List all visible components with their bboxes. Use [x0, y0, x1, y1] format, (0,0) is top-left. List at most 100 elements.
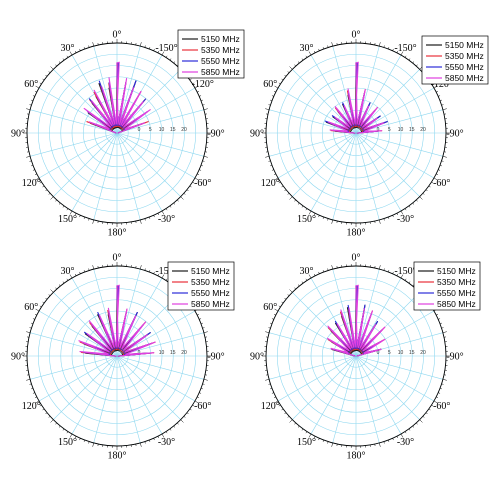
series-trace-5850-mhz: [326, 284, 386, 357]
radial-tick-label: 0: [138, 127, 141, 133]
legend-entry: 5550 MHz: [201, 56, 240, 66]
angle-tick: [322, 270, 324, 273]
angle-tick: [58, 61, 61, 64]
angle-label: 180°: [108, 451, 127, 462]
angle-tick: [55, 287, 57, 290]
grid-spoke: [29, 109, 118, 134]
angle-tick: [396, 273, 398, 276]
angle-tick: [75, 213, 77, 216]
legend-box: [413, 261, 481, 311]
angle-tick: [62, 58, 65, 61]
angle-tick: [32, 318, 35, 320]
angle-tick: [278, 82, 281, 85]
grid-spoke: [355, 132, 402, 212]
angle-tick: [66, 278, 69, 281]
angle-tick: [271, 169, 274, 171]
grid-spoke: [38, 132, 118, 179]
angle-tick: [442, 108, 447, 110]
grid-spoke: [93, 355, 118, 444]
legend-entry: 5850 MHz: [437, 299, 476, 309]
angle-tick: [388, 216, 390, 219]
legend-box: [177, 29, 245, 79]
legend-entry: 5850 MHz: [201, 67, 240, 77]
angle-tick: [26, 379, 31, 381]
angle-tick: [281, 408, 284, 411]
angle-tick: [442, 379, 447, 381]
angle-tick: [305, 278, 308, 281]
angle-tick: [69, 274, 73, 279]
angle-tick: [83, 47, 85, 50]
angle-tick: [281, 78, 284, 81]
angle-tick: [383, 218, 385, 221]
angle-tick: [189, 408, 192, 411]
angle-tick: [42, 408, 45, 411]
angle-tick: [42, 78, 45, 81]
angle-tick: [392, 271, 394, 274]
angle-label: -90°: [207, 129, 224, 140]
angle-tick: [35, 400, 40, 404]
angle-tick: [197, 91, 200, 93]
grid-spoke: [310, 355, 357, 435]
angle-tick: [45, 412, 48, 415]
angle-label: 30°: [61, 43, 75, 54]
angle-tick: [199, 318, 202, 320]
angle-tick: [297, 425, 300, 428]
radial-tick-label: 15: [170, 350, 176, 356]
grid-spoke: [292, 132, 357, 197]
angle-label: 90°: [11, 129, 25, 140]
angle-tick: [439, 322, 442, 324]
angle-tick: [92, 442, 94, 447]
angle-tick: [268, 327, 271, 329]
radial-tick-label: 10: [398, 350, 404, 356]
angle-label: 180°: [108, 228, 127, 239]
angle-tick: [383, 268, 385, 271]
angle-tick: [431, 181, 434, 184]
angle-tick: [202, 104, 205, 106]
angle-tick: [69, 51, 73, 56]
angle-tick: [165, 431, 168, 434]
angle-tick: [265, 108, 270, 110]
grid-spoke: [38, 310, 118, 357]
angle-tick: [31, 388, 34, 390]
angle-tick: [75, 50, 77, 53]
grid-spoke: [53, 132, 118, 197]
angle-tick: [268, 160, 271, 162]
angle-tick: [428, 408, 431, 411]
angle-tick: [29, 327, 32, 329]
angle-tick: [50, 196, 54, 200]
angle-tick: [42, 301, 45, 304]
angle-tick: [297, 284, 300, 287]
grid-spoke: [116, 355, 196, 402]
angle-tick: [425, 412, 428, 415]
angle-tick: [35, 308, 40, 312]
angle-tick: [416, 199, 418, 202]
angle-label: 60°: [24, 302, 38, 313]
angle-label: 0°: [113, 253, 122, 264]
angle-tick: [281, 301, 284, 304]
angle-tick: [48, 294, 51, 296]
grid-spoke: [355, 355, 380, 444]
angle-tick: [66, 55, 69, 58]
angle-tick: [194, 85, 199, 89]
angle-tick: [271, 95, 274, 97]
angle-label: 30°: [300, 43, 314, 54]
angle-tick: [55, 422, 57, 425]
angle-label: -120°: [192, 79, 214, 90]
angle-tick: [383, 441, 385, 444]
angle-tick: [79, 438, 81, 441]
angle-label: -120°: [431, 79, 453, 90]
series-trace-5850-mhz: [83, 61, 151, 134]
grid-spoke: [268, 132, 357, 157]
radial-tick-label: 20: [181, 350, 187, 356]
grid-spoke: [292, 69, 357, 134]
angle-tick: [202, 327, 205, 329]
angle-tick: [199, 95, 202, 97]
angle-tick: [173, 425, 176, 428]
angle-tick: [161, 274, 165, 279]
angle-tick: [268, 383, 271, 385]
angle-tick: [416, 422, 418, 425]
legend-box: [167, 261, 235, 311]
angle-label: 0°: [352, 253, 361, 264]
legend-entry: 5150 MHz: [445, 40, 484, 50]
